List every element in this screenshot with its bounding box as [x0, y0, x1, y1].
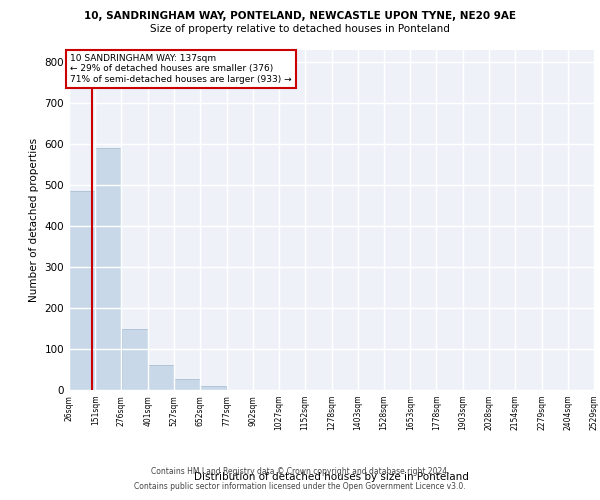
Bar [95, 148, 121, 390]
Bar [122, 328, 148, 390]
Bar [200, 386, 226, 390]
Bar [174, 379, 200, 390]
Bar [69, 192, 95, 390]
Text: Size of property relative to detached houses in Ponteland: Size of property relative to detached ho… [150, 24, 450, 34]
Text: Contains HM Land Registry data © Crown copyright and database right 2024.: Contains HM Land Registry data © Crown c… [151, 467, 449, 476]
Text: 10 SANDRINGHAM WAY: 137sqm
← 29% of detached houses are smaller (376)
71% of sem: 10 SANDRINGHAM WAY: 137sqm ← 29% of deta… [70, 54, 292, 84]
Bar [148, 364, 174, 390]
Text: 10, SANDRINGHAM WAY, PONTELAND, NEWCASTLE UPON TYNE, NE20 9AE: 10, SANDRINGHAM WAY, PONTELAND, NEWCASTL… [84, 11, 516, 21]
X-axis label: Distribution of detached houses by size in Ponteland: Distribution of detached houses by size … [194, 472, 469, 482]
Text: Contains public sector information licensed under the Open Government Licence v3: Contains public sector information licen… [134, 482, 466, 491]
Y-axis label: Number of detached properties: Number of detached properties [29, 138, 39, 302]
